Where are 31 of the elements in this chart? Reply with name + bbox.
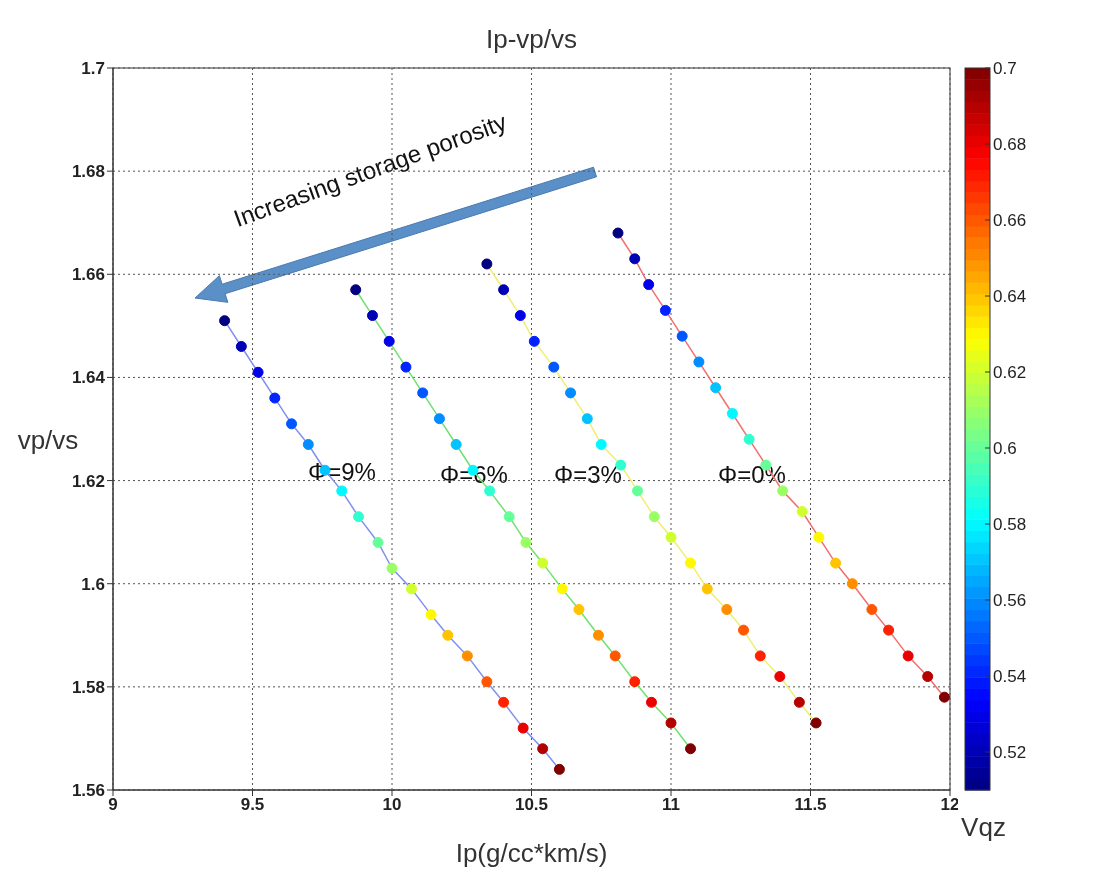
color-bar-label: 0.62	[993, 363, 1027, 382]
x-axis-title: Ip(g/cc*km/s)	[455, 838, 608, 868]
x-tick-label: 11.5	[794, 795, 827, 815]
color-bar-label: 0.52	[993, 743, 1027, 762]
color-bar-label: 0.66	[993, 211, 1027, 230]
x-tick-label: 11	[662, 795, 680, 815]
annotation: Φ=0%	[718, 461, 786, 488]
annotation: Φ=3%	[554, 461, 622, 488]
x-tick-label: 9	[108, 795, 118, 815]
color-bar-label: 0.7	[993, 59, 1017, 78]
y-axis-title: vp/vs	[17, 425, 79, 455]
x-tick-label: 9.5	[240, 795, 265, 815]
color-bar-label: 0.68	[993, 135, 1027, 154]
color-bar-label: 0.6	[993, 439, 1017, 458]
color-bar-label: 0.56	[993, 591, 1027, 610]
y-tick-label: 1.56	[71, 781, 105, 801]
y-tick-label: 1.7	[81, 59, 105, 79]
x-tick-label: 12	[940, 795, 960, 815]
x-tick-label: 10.5	[514, 795, 549, 815]
y-tick-label: 1.64	[71, 368, 106, 388]
x-tick-label: 10	[382, 795, 402, 815]
y-tick-label: 1.66	[71, 265, 105, 285]
color-bar-label: 0.64	[993, 287, 1027, 306]
y-tick-label: 1.68	[71, 162, 105, 182]
y-tick-label: 1.58	[71, 677, 105, 697]
chart-title: Ip-vp/vs	[485, 24, 578, 54]
color-bar-title: Vqz	[961, 812, 1006, 842]
color-bar-label: 0.58	[993, 515, 1027, 534]
y-tick-label: 1.62	[71, 471, 105, 491]
color-bar-label: 0.54	[993, 667, 1027, 686]
y-tick-label: 1.6	[81, 574, 105, 594]
